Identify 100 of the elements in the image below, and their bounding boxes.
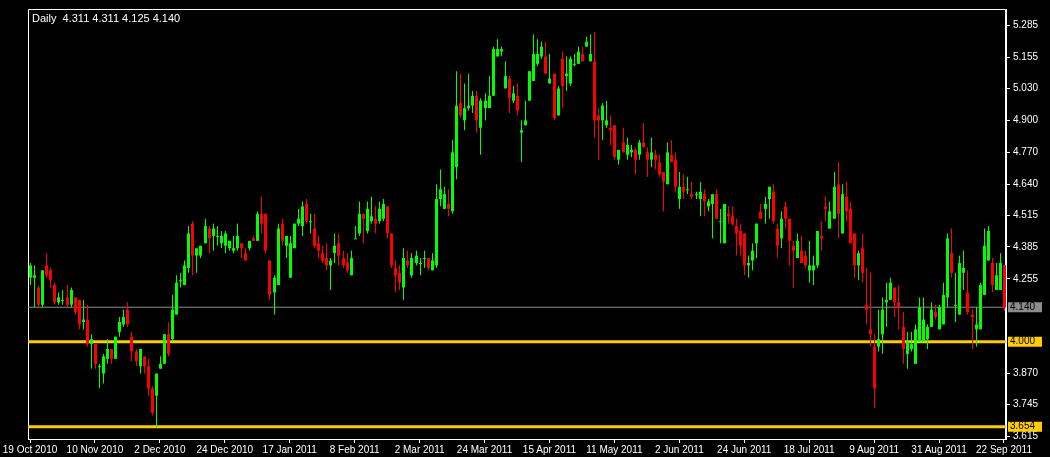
x-tick-label: 2 Dec 2010: [134, 443, 186, 455]
candlestick: [443, 186, 446, 210]
candlestick: [236, 223, 239, 252]
x-tick-label: 15 Apr 2011: [522, 443, 577, 455]
candlestick: [755, 223, 758, 259]
candlestick: [808, 240, 811, 284]
candlestick: [362, 213, 365, 244]
candlestick: [33, 264, 36, 308]
candlestick: [731, 205, 734, 227]
candlestick: [780, 210, 783, 249]
candlestick: [488, 75, 491, 109]
candlestick: [902, 311, 905, 365]
candlestick: [950, 228, 953, 279]
candlestick: [764, 196, 767, 225]
x-tick-label: 2 Jun 2011: [654, 443, 705, 455]
candlestick: [37, 284, 40, 308]
candlestick: [410, 252, 413, 279]
candlestick: [313, 213, 316, 249]
candlestick: [212, 223, 215, 252]
candlestick: [126, 301, 129, 328]
candlestick: [216, 225, 219, 247]
candlestick: [66, 284, 69, 308]
candlestick: [735, 218, 738, 257]
candlestick: [366, 201, 369, 234]
candlestick: [589, 33, 592, 62]
candlestick: [658, 154, 661, 178]
candlestick: [711, 193, 714, 239]
candlestick: [991, 257, 994, 293]
candlestick: [869, 272, 872, 348]
candlestick: [768, 186, 771, 220]
candlestick: [646, 146, 649, 178]
candlestick: [394, 260, 397, 293]
candlestick: [792, 240, 795, 289]
candlestick: [325, 242, 328, 271]
y-tick-label: 5.285: [1013, 19, 1039, 31]
candlestick: [102, 353, 105, 384]
candlestick: [53, 282, 56, 306]
candlestick: [90, 333, 93, 370]
candlestick: [204, 218, 207, 244]
candlestick: [301, 201, 304, 237]
candlestick: [995, 262, 998, 291]
x-tick-label: 8 Feb 2011: [329, 443, 381, 455]
candlestick: [309, 213, 312, 234]
ref-line-label: 3.654: [1010, 420, 1036, 432]
candlestick: [378, 201, 381, 225]
candlestick: [439, 169, 442, 207]
y-tick-label: 4.900: [1013, 114, 1039, 126]
candlestick: [922, 296, 925, 343]
candlestick: [94, 343, 97, 370]
candlestick: [812, 255, 815, 286]
candlestick: [686, 176, 689, 195]
candlestick: [398, 264, 401, 291]
candlestick: [70, 287, 73, 308]
ref-line-label: 4.000: [1010, 335, 1036, 347]
candlestick: [520, 119, 523, 163]
x-tick-label: 24 Jun 2011: [717, 443, 772, 455]
candlestick: [382, 198, 385, 222]
y-tick-label: 5.030: [1013, 82, 1039, 94]
y-tick-label: 4.255: [1013, 272, 1039, 284]
candlestick: [423, 250, 426, 269]
candlestick: [857, 250, 860, 281]
candlestick: [622, 127, 625, 153]
candlestick: [650, 137, 653, 168]
x-tick-label: 18 Jul 2011: [783, 443, 836, 455]
candlestick: [350, 250, 353, 276]
candlestick: [305, 198, 308, 225]
candlestick: [877, 309, 880, 352]
candlestick: [654, 149, 657, 171]
y-tick-label: 4.385: [1013, 240, 1039, 252]
candlestick: [642, 122, 645, 148]
candlestick: [358, 201, 361, 237]
x-tick-label: 19 Oct 2010: [2, 443, 58, 455]
x-tick-label: 24 Dec 2010: [196, 443, 254, 455]
candlestick: [682, 173, 685, 200]
candlestick: [484, 92, 487, 121]
candlestick: [224, 230, 227, 254]
candlestick: [139, 348, 142, 375]
candlestick: [626, 137, 629, 161]
x-tick-label: 31 Aug 2011: [911, 443, 968, 455]
candlestick: [638, 139, 641, 161]
candlestick: [966, 269, 969, 316]
y-tick-label: 3.870: [1013, 367, 1039, 379]
candlestick: [167, 321, 170, 357]
candlestick: [195, 247, 198, 274]
candlestick: [634, 146, 637, 175]
candlestick: [897, 284, 900, 330]
candlestick: [824, 196, 827, 222]
x-tick-label: 10 Nov 2010: [66, 443, 124, 455]
x-tick-label: 2 Mar 2011: [394, 443, 445, 455]
y-tick-label: 3.745: [1013, 398, 1039, 410]
candlestick: [678, 171, 681, 210]
chart-title: Daily 4.311 4.311 4.125 4.140: [32, 12, 181, 24]
x-tick-label: 17 Jan 2011: [262, 443, 318, 455]
y-tick-label: 3.615: [1013, 430, 1039, 442]
candlestick: [751, 242, 754, 271]
x-tick-label: 24 Mar 2011: [456, 443, 513, 455]
candlestick: [926, 323, 929, 350]
candlestick: [130, 331, 133, 362]
x-tick-label: 11 May 2011: [586, 443, 643, 455]
candlestick: [800, 235, 803, 264]
